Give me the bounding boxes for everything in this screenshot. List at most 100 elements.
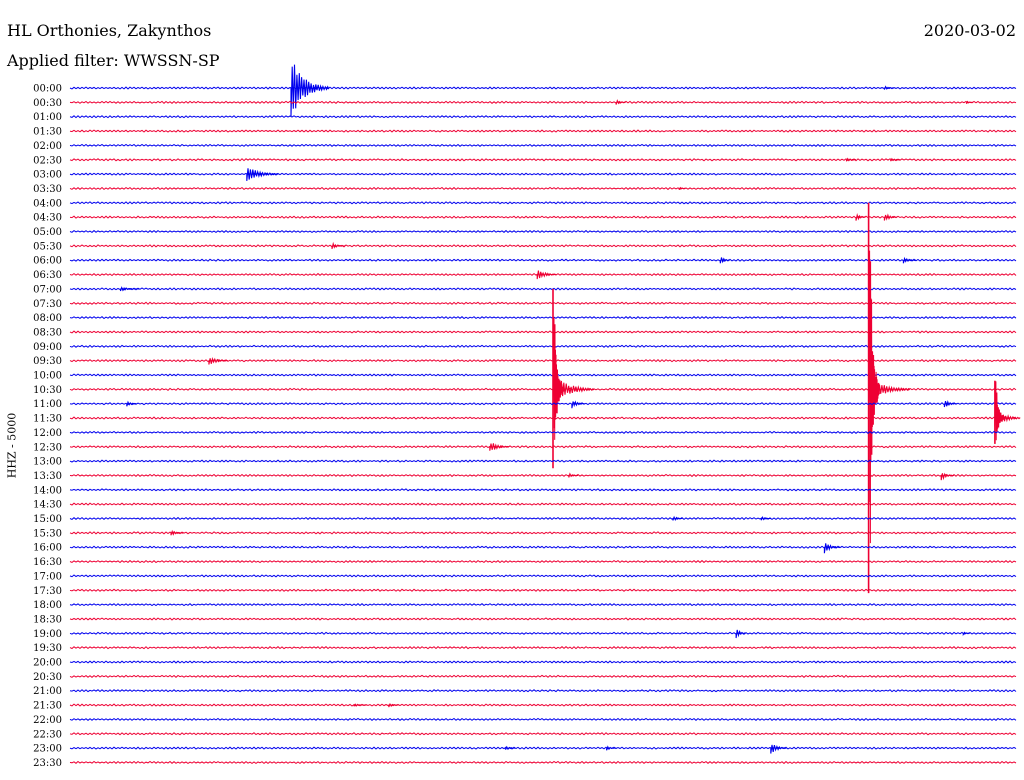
- row-time-label: 14:00: [33, 485, 62, 496]
- event-burst: [119, 286, 140, 292]
- row-time-label: 10:30: [33, 385, 62, 396]
- trace-row: [69, 760, 1017, 765]
- trace-row: [69, 402, 1017, 406]
- event-burst: [246, 168, 279, 181]
- trace-row: [69, 215, 1017, 219]
- trace-row: [69, 502, 1017, 506]
- date-label: 2020-03-02: [923, 21, 1016, 40]
- row-time-label: 19:30: [33, 643, 62, 654]
- row-time-label: 10:00: [33, 371, 62, 382]
- row-time-label: 01:30: [33, 127, 62, 138]
- event-burst: [735, 629, 746, 639]
- row-time-label: 22:00: [33, 715, 62, 726]
- row-time-label: 08:30: [33, 327, 62, 338]
- trace-row: [69, 703, 1017, 707]
- row-time-label: 19:00: [33, 629, 62, 640]
- event-burst: [208, 357, 228, 365]
- trace-row: [69, 430, 1017, 434]
- event-burst: [845, 157, 857, 162]
- row-time-label: 01:00: [33, 112, 62, 123]
- trace-row: [69, 258, 1017, 262]
- trace-row: [69, 531, 1017, 535]
- event-burst: [855, 212, 866, 221]
- event-burst: [965, 100, 973, 104]
- trace-row: [69, 574, 1017, 578]
- trace-row: [69, 717, 1017, 721]
- row-time-label: 17:00: [33, 571, 62, 582]
- filter-subtitle: Applied filter: WWSSN-SP: [7, 51, 220, 70]
- trace-row: [69, 143, 1017, 147]
- event-burst: [170, 529, 184, 536]
- row-time-label: 20:00: [33, 658, 62, 669]
- trace-row: [69, 115, 1017, 119]
- trace-row: [69, 416, 1017, 420]
- trace-row: [69, 746, 1017, 750]
- row-time-label: 15:30: [33, 528, 62, 539]
- row-time-label: 04:00: [33, 198, 62, 209]
- channel-label-text: HHZ - 5000: [5, 412, 19, 478]
- trace-row: [69, 330, 1017, 334]
- event-core: [868, 250, 880, 544]
- trace-row: [69, 488, 1017, 492]
- event-burst: [940, 472, 955, 481]
- trace-row: [69, 646, 1017, 650]
- row-time-label: 13:00: [33, 457, 62, 468]
- event-burst: [678, 186, 686, 190]
- trace-row: [69, 387, 1017, 391]
- row-time-label: 04:30: [33, 213, 62, 224]
- row-time-label: 02:30: [33, 155, 62, 166]
- event-burst: [489, 443, 509, 451]
- event-burst: [962, 631, 970, 637]
- trace-row: [69, 732, 1017, 736]
- row-time-label: 17:30: [33, 586, 62, 597]
- trace-lines: [69, 64, 1021, 765]
- row-time-label: 06:30: [33, 270, 62, 281]
- event-burst: [606, 745, 617, 751]
- event-burst: [331, 241, 345, 250]
- trace-row: [69, 244, 1017, 248]
- event-burst: [902, 256, 917, 264]
- trace-row: [69, 201, 1017, 205]
- row-time-label: 02:00: [33, 141, 62, 152]
- trace-row: [69, 316, 1017, 320]
- row-time-label: 21:00: [33, 686, 62, 697]
- trace-row: [69, 559, 1017, 564]
- row-time-label: 23:30: [33, 758, 62, 769]
- row-time-label: 03:00: [33, 170, 62, 181]
- event-burst: [290, 64, 330, 117]
- trace-row: [69, 172, 1017, 176]
- trace-row: [69, 689, 1017, 693]
- trace-row: [69, 516, 1017, 521]
- row-time-label: 20:30: [33, 672, 62, 683]
- row-time-label: 05:00: [33, 227, 62, 238]
- row-time-label: 09:00: [33, 342, 62, 353]
- row-time-label: 16:30: [33, 557, 62, 568]
- row-time-label: 11:30: [33, 414, 62, 425]
- event-burst: [883, 85, 894, 90]
- trace-row: [69, 86, 1017, 90]
- channel-axis-label: HHZ - 5000: [3, 412, 21, 478]
- trace-row: [69, 287, 1017, 291]
- row-time-label: 07:00: [33, 284, 62, 295]
- event-burst: [890, 157, 901, 162]
- trace-row: [69, 129, 1017, 133]
- time-labels: 00:00 00:30 01:00 01:30 02:00 02:30 03:00 03:30…: [33, 84, 62, 769]
- trace-row: [69, 631, 1017, 635]
- row-time-label: 03:30: [33, 184, 62, 195]
- event-burst: [126, 400, 137, 407]
- station-title: HL Orthonies, Zakynthos: [7, 21, 212, 40]
- trace-row: [69, 473, 1017, 478]
- row-time-label: 00:30: [33, 98, 62, 109]
- event-burst: [568, 472, 579, 478]
- event-burst: [672, 515, 683, 522]
- row-time-label: 23:00: [33, 744, 62, 755]
- trace-row: [69, 158, 1017, 162]
- trace-row: [69, 674, 1017, 678]
- event-burst: [536, 270, 557, 280]
- row-time-label: 05:30: [33, 241, 62, 252]
- event-burst: [943, 400, 958, 408]
- trace-row: [69, 545, 1017, 549]
- row-time-label: 12:00: [33, 428, 62, 439]
- event-burst: [883, 213, 898, 221]
